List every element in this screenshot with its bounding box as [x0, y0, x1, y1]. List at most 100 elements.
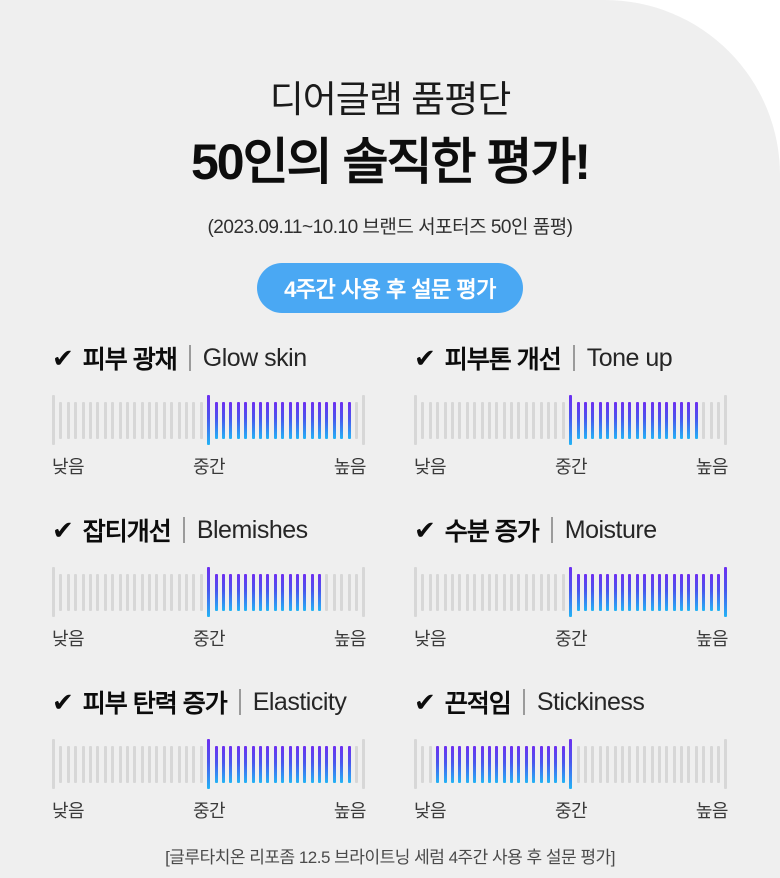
scale-label-low: 낮음 [52, 457, 85, 477]
tick-bar-active [340, 401, 344, 439]
tick-bar-inactive [635, 745, 639, 783]
tick-bar-inactive [355, 745, 359, 783]
tick-bar-active [207, 395, 211, 445]
survey-period-subtitle: (2023.09.11~10.10 브랜드 서포터즈 50인 품평) [207, 217, 573, 238]
rating-block-elasticity: ✔ 피부 탄력 증가 Elasticity 낮음 중간 높음 [52, 685, 367, 821]
tick-bar-active [680, 573, 684, 611]
tick-bar-inactive [606, 745, 610, 783]
tick-bar-inactive [672, 745, 676, 783]
tick-bar-inactive [480, 401, 484, 439]
tick-bar-inactive [66, 745, 70, 783]
page-title-line1: 디어글램 품평단 [269, 79, 512, 120]
tick-bar-inactive [162, 573, 166, 611]
tick-bar-inactive [414, 739, 417, 789]
header: 디어글램 품평단 50인의 솔직한 평가! (2023.09.11~10.10 … [0, 78, 780, 313]
tick-bar-inactive [125, 745, 129, 783]
tick-bar-active [687, 401, 691, 439]
tick-bar-active [281, 745, 285, 783]
tick-bar-active [635, 401, 639, 439]
tick-bar-inactive [717, 745, 721, 783]
rating-label-en: Stickiness [536, 687, 645, 716]
tick-bar-inactive [421, 745, 425, 783]
tick-bar-active [303, 745, 307, 783]
tick-bar-active [672, 573, 676, 611]
label-divider [188, 345, 191, 371]
rating-header: ✔ 잡티개선 Blemishes [52, 513, 366, 547]
tick-bar-inactive [414, 395, 417, 445]
tick-bar-active [332, 401, 336, 439]
rating-label-ko: 수분 증가 [444, 518, 540, 546]
tick-bar-inactive [709, 745, 713, 783]
tick-bar-inactive [576, 745, 580, 783]
tick-bar-active [258, 745, 262, 783]
tick-bar-inactive [103, 573, 107, 611]
scale-label-high: 높음 [695, 801, 729, 821]
tick-bar-active [465, 745, 469, 783]
tick-bar-inactive [443, 573, 447, 611]
tick-bar-active [251, 401, 255, 439]
tick-bar-active [657, 401, 661, 439]
tick-bar-inactive [96, 745, 100, 783]
tick-bar-inactive [148, 573, 152, 611]
scale-labels: 낮음 중간 높음 [414, 625, 729, 649]
scale-label-low: 낮음 [414, 801, 447, 821]
tick-bar-active [229, 401, 233, 439]
tick-bar-inactive [443, 401, 447, 439]
tick-bar-inactive [458, 401, 462, 439]
tick-bar-inactive [428, 745, 432, 783]
tick-bar-inactive [118, 573, 122, 611]
tick-bar-inactive [74, 745, 78, 783]
tick-bar-active [583, 573, 587, 611]
rating-header: ✔ 피부 탄력 증가 Elasticity [52, 685, 366, 719]
tick-bar-active [702, 573, 706, 611]
tick-bar-active [273, 401, 277, 439]
tick-bar-active [236, 573, 240, 611]
tick-bar-inactive [561, 401, 565, 439]
tick-bar-inactive [133, 573, 137, 611]
tick-bar-active [266, 745, 270, 783]
label-divider [182, 517, 185, 543]
tick-bar-inactive [88, 745, 92, 783]
tick-bar-inactive [694, 745, 698, 783]
tick-bar-inactive [170, 573, 174, 611]
scale-label-low: 낮음 [414, 629, 447, 649]
tick-bar-active [436, 745, 440, 783]
tick-bar-active [236, 401, 240, 439]
tick-bar-inactive [88, 401, 92, 439]
scale-label-high: 높음 [333, 457, 367, 477]
tick-bar-active [207, 739, 211, 789]
tick-bar-inactive [657, 745, 661, 783]
tick-bar-inactive [199, 573, 203, 611]
tick-bar-inactive [517, 401, 521, 439]
tick-bar-inactive [52, 739, 55, 789]
tick-bar-inactive [665, 745, 669, 783]
tick-bar-active [694, 573, 698, 611]
tick-bar-inactive [148, 745, 152, 783]
tick-bar-inactive [502, 573, 506, 611]
tick-bar-inactive [74, 401, 78, 439]
tick-bar-active [310, 401, 314, 439]
rating-label-ko: 피부 광채 [82, 346, 178, 374]
tick-bar-active [229, 573, 233, 611]
tick-bar-active [473, 745, 477, 783]
tick-bar-inactive [81, 401, 85, 439]
scale-label-high: 높음 [333, 629, 367, 649]
tick-bar-active [325, 401, 329, 439]
tick-bar-active [332, 745, 336, 783]
tick-bar-active [347, 401, 351, 439]
tick-bar-inactive [170, 745, 174, 783]
tick-bar-inactive [111, 745, 115, 783]
tick-bar-active [643, 573, 647, 611]
label-divider [238, 689, 241, 715]
tick-bar-active [524, 745, 528, 783]
tick-bar-active [724, 567, 728, 617]
tick-bar-inactive [155, 401, 159, 439]
rating-header: ✔ 피부 광채 Glow skin [52, 341, 366, 375]
tick-bar-inactive [140, 401, 144, 439]
tick-bar-inactive [561, 573, 565, 611]
rating-block-blemishes: ✔ 잡티개선 Blemishes 낮음 중간 높음 [52, 513, 367, 649]
tick-bar-active [288, 573, 292, 611]
tick-bar-inactive [702, 401, 706, 439]
tick-bar-active [295, 573, 299, 611]
tick-bar-active [672, 401, 676, 439]
